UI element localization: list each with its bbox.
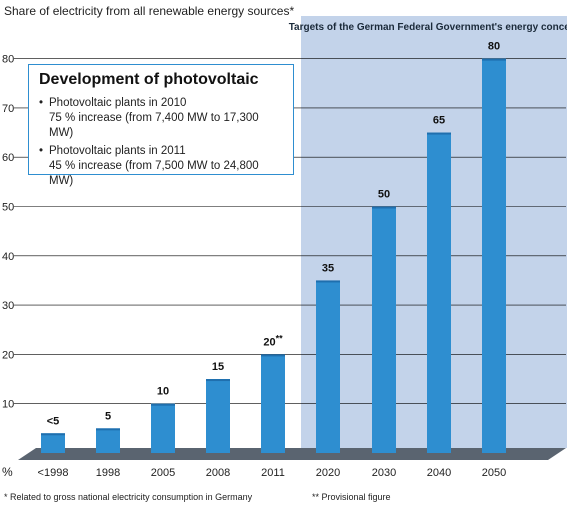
value-label: 20** <box>263 333 283 348</box>
y-tick-label: 80 <box>2 54 14 66</box>
y-tick-label: 30 <box>2 300 14 312</box>
chart-title: Share of electricity from all renewable … <box>4 4 294 18</box>
info-item-line: 45 % increase (from 7,500 MW to 24,800 M… <box>49 160 259 187</box>
value-label: 15 <box>212 361 224 373</box>
bar-top-edge <box>316 280 340 283</box>
info-item: • Photovoltaic plants in 2011 45 % incre… <box>39 144 283 189</box>
bar <box>372 206 396 453</box>
info-box-title: Development of photovoltaic <box>39 71 259 88</box>
bar-top-edge <box>372 206 396 209</box>
y-tick-label: 20 <box>2 349 14 361</box>
info-item: • Photovoltaic plants in 2010 75 % incre… <box>39 96 283 141</box>
y-tick-label: 10 <box>2 399 14 411</box>
bar <box>261 354 285 453</box>
value-label: 50 <box>378 189 390 201</box>
info-item-line: Photovoltaic plants in 2011 <box>49 145 186 157</box>
y-unit-label: % <box>2 465 13 479</box>
info-item-line: 75 % increase (from 7,400 MW to 17,300 M… <box>49 112 259 139</box>
bullet-icon: • <box>39 145 44 157</box>
x-tick-label: <1998 <box>38 467 69 479</box>
value-label: 65 <box>433 115 445 127</box>
bar-top-edge <box>41 433 65 436</box>
bar <box>427 132 451 454</box>
bar <box>41 433 65 453</box>
bar-top-edge <box>151 403 175 406</box>
value-label-note: ** <box>276 333 284 343</box>
info-item-line: Photovoltaic plants in 2010 <box>49 97 187 109</box>
bars <box>41 58 506 454</box>
bar <box>151 403 175 453</box>
x-tick-label: 2011 <box>261 467 285 479</box>
bar <box>482 58 506 453</box>
x-tick-label: 2030 <box>372 467 396 479</box>
bar <box>206 379 230 453</box>
photovoltaic-info-box: Development of photovoltaic • Photovolta… <box>28 64 294 187</box>
footnote-right: ** Provisional figure <box>312 492 391 502</box>
bar-top-edge <box>96 428 120 431</box>
y-tick-label: 60 <box>2 152 14 164</box>
target-band-label: Targets of the German Federal Government… <box>289 22 567 33</box>
bar-top-edge <box>482 58 506 61</box>
footnote-left: * Related to gross national electricity … <box>4 492 253 502</box>
bullet-icon: • <box>39 97 44 109</box>
x-tick-label: 2008 <box>206 467 230 479</box>
value-label: 5 <box>105 410 111 422</box>
bar <box>316 280 340 453</box>
x-tick-label: 2040 <box>427 467 451 479</box>
x-tick-label: 1998 <box>96 467 120 479</box>
bar-top-edge <box>261 354 285 357</box>
y-tick-label: 70 <box>2 103 14 115</box>
value-label: 35 <box>322 262 334 274</box>
value-label: 80 <box>488 41 500 53</box>
x-tick-label: 2050 <box>482 467 506 479</box>
bar-top-edge <box>427 132 451 135</box>
y-tick-label: 40 <box>2 251 14 263</box>
bar <box>96 428 120 453</box>
x-tick-label: 2020 <box>316 467 340 479</box>
y-tick-label: 50 <box>2 202 14 214</box>
bar-top-edge <box>206 379 230 382</box>
value-label: <5 <box>47 415 60 427</box>
value-label: 10 <box>157 386 169 398</box>
value-labels: <5 5 10 15 20** 35 50 65 80 <box>47 41 500 428</box>
x-tick-label: 2005 <box>151 467 175 479</box>
